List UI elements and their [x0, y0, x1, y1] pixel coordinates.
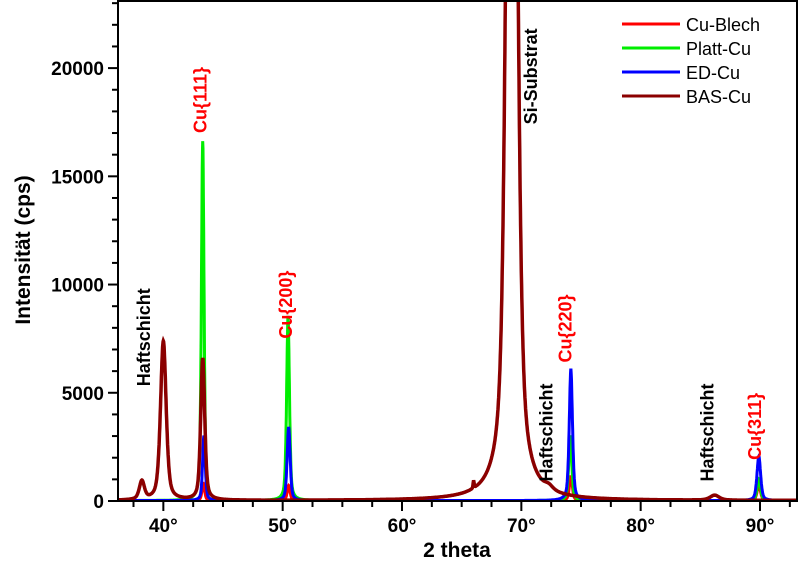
x-axis: 40° 50° 60° 70° 80° 90° [132, 501, 791, 537]
y-axis: 0 5000 10000 15000 20000 [51, 2, 118, 513]
x-tick-label: 80° [626, 516, 655, 537]
series-ed-cu-line [118, 368, 797, 501]
x-axis-label: 2 theta [423, 539, 491, 562]
legend-label: Platt-Cu [686, 39, 751, 59]
annotations: Haftschicht Cu{111} Cu{200} Si-Substrat Haft… [134, 28, 765, 481]
legend-item: Cu-Blech [622, 15, 760, 35]
peak-annotation: Haftschicht [536, 383, 556, 481]
peak-annotation: Haftschicht [697, 383, 717, 481]
y-tick-label: 0 [93, 492, 104, 513]
peak-annotation: Cu{220} [555, 294, 575, 362]
peak-annotation: Cu{111} [190, 67, 210, 133]
legend-label: BAS-Cu [686, 87, 751, 107]
y-tick-label: 5000 [62, 384, 104, 405]
x-tick-label: 50° [268, 516, 297, 537]
plot-frame [117, 0, 798, 502]
legend-item: Platt-Cu [622, 39, 751, 59]
y-tick-label: 15000 [51, 167, 104, 188]
y-tick-label: 10000 [51, 276, 104, 297]
y-tick-label: 20000 [51, 59, 104, 80]
x-tick-label: 60° [388, 516, 417, 537]
legend-item: ED-Cu [622, 63, 740, 83]
x-tick-label: 40° [149, 516, 178, 537]
legend-label: ED-Cu [686, 63, 740, 83]
legend: Cu-Blech Platt-Cu ED-Cu BAS-Cu [622, 15, 760, 107]
y-axis-label: Intensität (cps) [12, 175, 35, 324]
series-platt-cu-line [118, 141, 797, 501]
peak-annotation: Cu{200} [276, 271, 296, 339]
legend-item: BAS-Cu [622, 87, 751, 107]
peak-annotation: Si-Substrat [521, 28, 541, 124]
x-tick-label: 70° [507, 516, 536, 537]
peak-annotation: Cu{311} [745, 393, 765, 460]
x-tick-label: 90° [746, 516, 775, 537]
series-bas-cu-line [118, 1, 797, 501]
peak-annotation: Haftschicht [134, 288, 154, 386]
legend-label: Cu-Blech [686, 15, 760, 35]
